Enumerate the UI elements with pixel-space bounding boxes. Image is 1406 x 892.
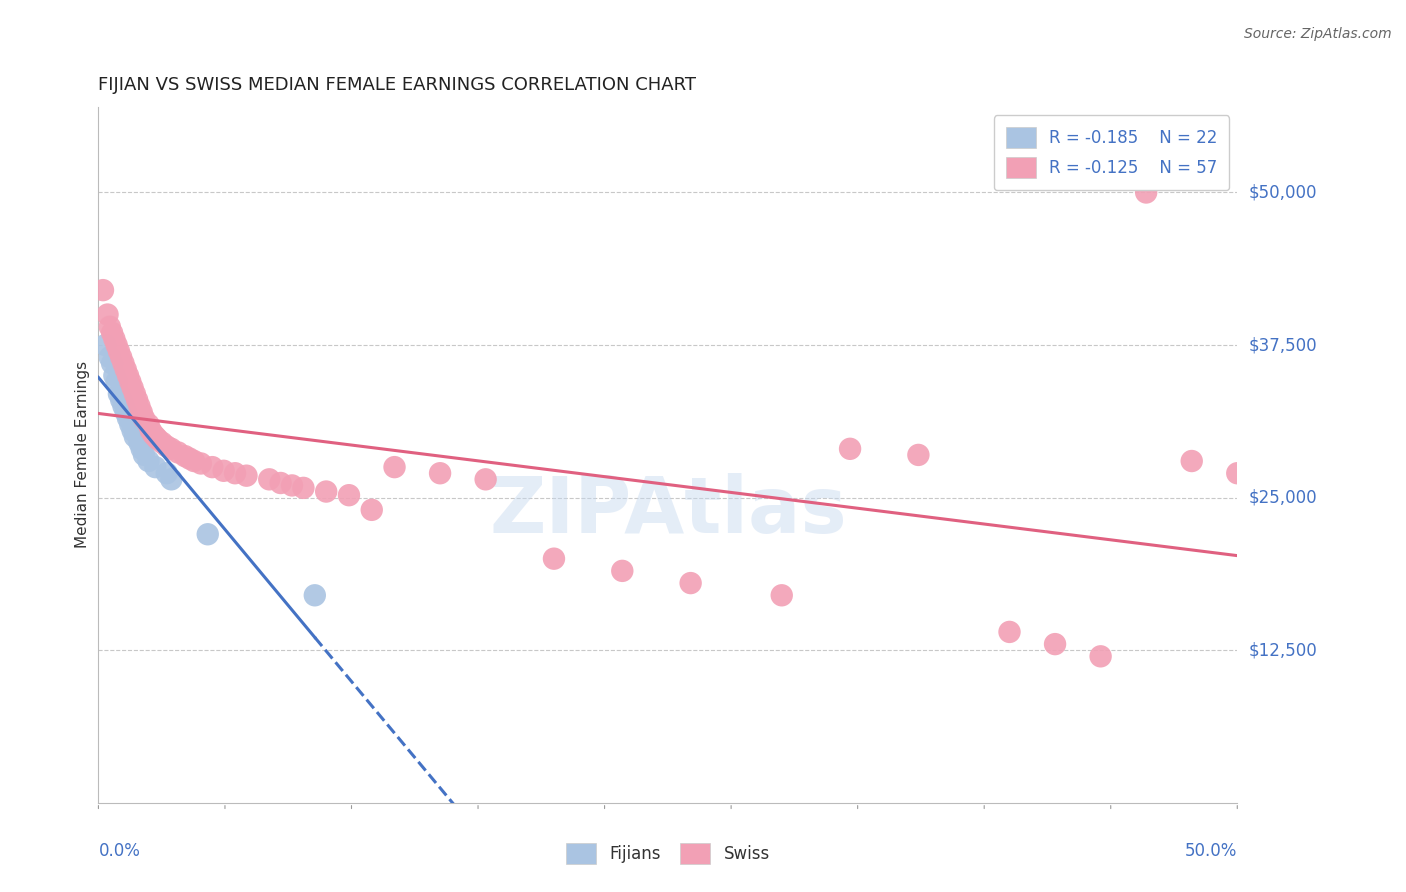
Point — [117, 411, 139, 425]
Point — [94, 338, 117, 352]
Point — [183, 454, 205, 468]
Point — [128, 399, 150, 413]
Point — [145, 460, 167, 475]
Point — [98, 319, 121, 334]
Text: $12,500: $12,500 — [1249, 641, 1317, 659]
Point — [281, 478, 304, 492]
Point — [679, 576, 702, 591]
Text: $25,000: $25,000 — [1249, 489, 1317, 507]
Text: 50.0%: 50.0% — [1185, 842, 1237, 860]
Point — [114, 362, 136, 376]
Point — [1135, 186, 1157, 200]
Point — [160, 442, 183, 456]
Point — [138, 454, 160, 468]
Point — [1181, 454, 1204, 468]
Point — [235, 468, 257, 483]
Point — [156, 467, 179, 481]
Point — [105, 375, 128, 389]
Point — [96, 308, 118, 322]
Point — [907, 448, 929, 462]
Text: FIJIAN VS SWISS MEDIAN FEMALE EARNINGS CORRELATION CHART: FIJIAN VS SWISS MEDIAN FEMALE EARNINGS C… — [98, 77, 696, 95]
Text: $50,000: $50,000 — [1249, 184, 1317, 202]
Point — [190, 457, 212, 471]
Point — [839, 442, 862, 456]
Point — [612, 564, 634, 578]
Point — [770, 588, 793, 602]
Text: ZIPAtlas: ZIPAtlas — [489, 473, 846, 549]
Point — [128, 435, 150, 450]
Point — [360, 503, 382, 517]
Point — [145, 429, 167, 443]
Point — [110, 392, 132, 407]
Point — [103, 368, 125, 383]
Point — [124, 429, 146, 443]
Point — [197, 527, 219, 541]
Y-axis label: Median Female Earnings: Median Female Earnings — [75, 361, 90, 549]
Point — [384, 460, 406, 475]
Point — [304, 588, 326, 602]
Point — [150, 435, 173, 450]
Point — [212, 464, 235, 478]
Point — [292, 481, 315, 495]
Point — [167, 445, 190, 459]
Point — [98, 351, 121, 365]
Point — [146, 432, 169, 446]
Point — [174, 449, 197, 463]
Point — [105, 338, 128, 352]
Point — [127, 392, 149, 407]
Point — [259, 472, 281, 486]
Point — [224, 467, 246, 481]
Point — [112, 399, 135, 413]
Point — [139, 424, 162, 438]
Point — [101, 356, 124, 370]
Point — [121, 381, 143, 395]
Text: 0.0%: 0.0% — [98, 842, 141, 860]
Point — [110, 351, 132, 365]
Point — [270, 475, 292, 490]
Point — [543, 551, 565, 566]
Point — [117, 368, 139, 383]
Point — [998, 624, 1021, 639]
Text: Source: ZipAtlas.com: Source: ZipAtlas.com — [1244, 27, 1392, 41]
Point — [1090, 649, 1112, 664]
Point — [429, 467, 451, 481]
Point — [201, 460, 224, 475]
Point — [112, 356, 135, 370]
Point — [101, 326, 124, 340]
Point — [108, 344, 131, 359]
Point — [474, 472, 496, 486]
Point — [131, 442, 153, 456]
Point — [124, 387, 146, 401]
Point — [142, 427, 165, 442]
Point — [132, 448, 155, 462]
Point — [156, 439, 179, 453]
Point — [121, 424, 143, 438]
Point — [120, 417, 142, 432]
Point — [138, 417, 160, 432]
Point — [1043, 637, 1066, 651]
Point — [131, 405, 153, 419]
Point — [108, 387, 131, 401]
Point — [103, 332, 125, 346]
Text: $37,500: $37,500 — [1249, 336, 1317, 354]
Point — [120, 375, 142, 389]
Point — [315, 484, 337, 499]
Point — [114, 405, 136, 419]
Legend: Fijians, Swiss: Fijians, Swiss — [560, 837, 776, 871]
Point — [1226, 467, 1249, 481]
Point — [337, 488, 360, 502]
Point — [91, 283, 114, 297]
Point — [179, 451, 201, 466]
Point — [132, 411, 155, 425]
Point — [160, 472, 183, 486]
